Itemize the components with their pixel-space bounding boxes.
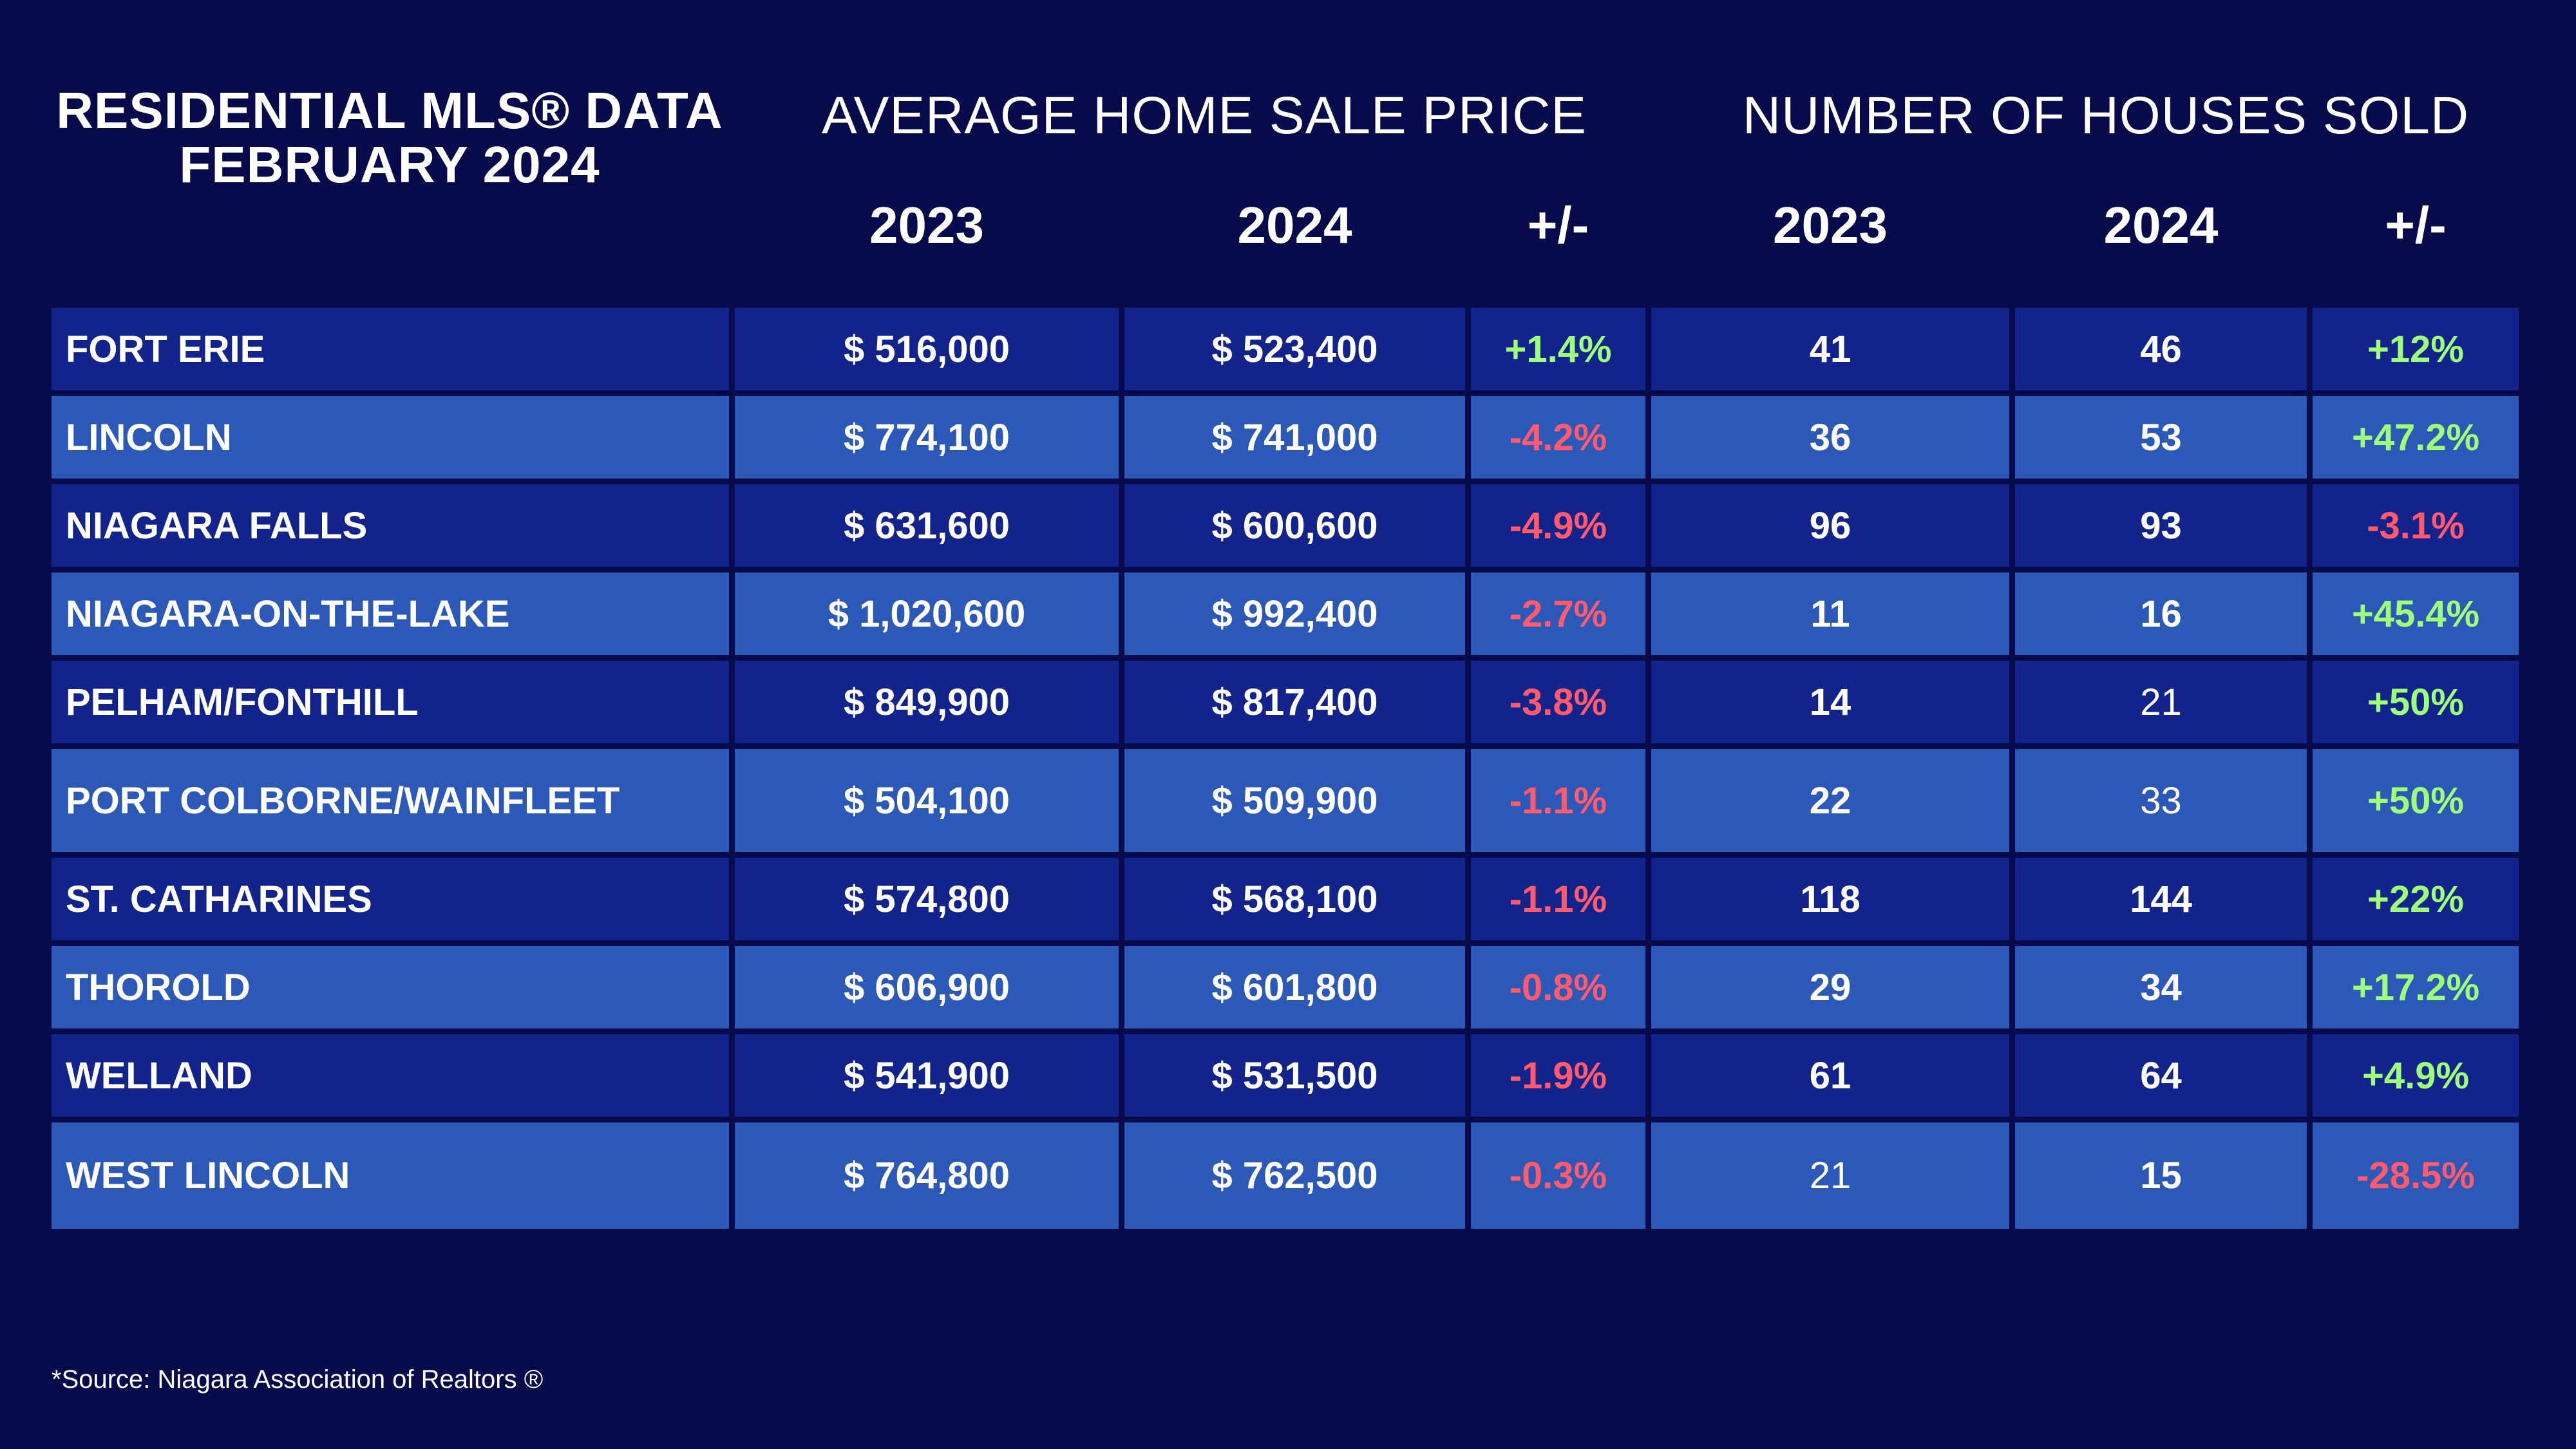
sold-change-value: +50% xyxy=(2313,661,2519,743)
price-change-column-header: +/- xyxy=(1527,196,1589,254)
sold-2024-value: 53 xyxy=(2015,396,2307,478)
area-name: ST. CATHARINES xyxy=(52,858,729,940)
sold-2024-value: 33 xyxy=(2015,749,2307,852)
sold-2024-value: 93 xyxy=(2015,484,2307,567)
sold-2023-value: 36 xyxy=(1651,396,2009,478)
area-name: THOROLD xyxy=(52,946,729,1028)
sold-change-value: +47.2% xyxy=(2313,396,2519,478)
sold-2023-value: 11 xyxy=(1651,573,2009,655)
price-2024-value: $ 741,000 xyxy=(1124,396,1465,478)
sold-change-value: +45.4% xyxy=(2313,573,2519,655)
table-row: PORT COLBORNE/WAINFLEET $ 504,100 $ 509,… xyxy=(52,749,2519,852)
price-change-value: -3.8% xyxy=(1471,661,1645,743)
sold-change-value: +17.2% xyxy=(2313,946,2519,1028)
sold-2023-value: 14 xyxy=(1651,661,2009,743)
area-name: WELLAND xyxy=(52,1034,729,1117)
price-2023-value: $ 774,100 xyxy=(735,396,1119,478)
sold-2023-value: 41 xyxy=(1651,308,2009,390)
sold-2024-column-header: 2024 xyxy=(2103,196,2219,254)
sold-2023-value: 61 xyxy=(1651,1034,2009,1117)
price-2023-value: $ 764,800 xyxy=(735,1122,1119,1229)
price-2024-value: $ 523,400 xyxy=(1124,308,1465,390)
area-name: NIAGARA-ON-THE-LAKE xyxy=(52,573,729,655)
table-row: WELLAND $ 541,900 $ 531,500 -1.9% 61 64 … xyxy=(52,1034,2519,1117)
sold-2023-column-header: 2023 xyxy=(1773,196,1888,254)
table-row: LINCOLN $ 774,100 $ 741,000 -4.2% 36 53 … xyxy=(52,396,2519,478)
price-change-value: -0.3% xyxy=(1471,1122,1645,1229)
page-title: RESIDENTIAL MLS® DATA FEBRUARY 2024 xyxy=(39,84,741,192)
table-row: WEST LINCOLN $ 764,800 $ 762,500 -0.3% 2… xyxy=(52,1122,2519,1229)
source-footnote: *Source: Niagara Association of Realtors… xyxy=(52,1365,544,1394)
price-2023-value: $ 849,900 xyxy=(735,661,1119,743)
price-2023-value: $ 516,000 xyxy=(735,308,1119,390)
table-row: PELHAM/FONTHILL $ 849,900 $ 817,400 -3.8… xyxy=(52,661,2519,743)
area-name: FORT ERIE xyxy=(52,308,729,390)
area-name: PELHAM/FONTHILL xyxy=(52,661,729,743)
sold-2024-value: 144 xyxy=(2015,858,2307,940)
sold-2024-value: 64 xyxy=(2015,1034,2307,1117)
price-2023-value: $ 1,020,600 xyxy=(735,573,1119,655)
price-change-value: -4.9% xyxy=(1471,484,1645,567)
table-row: FORT ERIE $ 516,000 $ 523,400 +1.4% 41 4… xyxy=(52,308,2519,390)
sold-2024-value: 21 xyxy=(2015,661,2307,743)
sold-2023-value: 118 xyxy=(1651,858,2009,940)
mls-data-table: FORT ERIE $ 516,000 $ 523,400 +1.4% 41 4… xyxy=(52,308,2519,1235)
sold-2024-value: 34 xyxy=(2015,946,2307,1028)
area-name: WEST LINCOLN xyxy=(52,1122,729,1229)
price-2023-value: $ 504,100 xyxy=(735,749,1119,852)
price-2023-value: $ 541,900 xyxy=(735,1034,1119,1117)
sold-change-value: +12% xyxy=(2313,308,2519,390)
table-row: NIAGARA-ON-THE-LAKE $ 1,020,600 $ 992,40… xyxy=(52,573,2519,655)
price-2023-column-header: 2023 xyxy=(869,196,984,254)
sold-2023-value: 29 xyxy=(1651,946,2009,1028)
average-price-group-heading: AVERAGE HOME SALE PRICE xyxy=(821,86,1587,145)
price-2024-value: $ 601,800 xyxy=(1124,946,1465,1028)
price-2024-value: $ 817,400 xyxy=(1124,661,1465,743)
table-row: NIAGARA FALLS $ 631,600 $ 600,600 -4.9% … xyxy=(52,484,2519,567)
sold-2023-value: 96 xyxy=(1651,484,2009,567)
sold-2024-value: 16 xyxy=(2015,573,2307,655)
price-change-value: -1.1% xyxy=(1471,858,1645,940)
price-change-value: -4.2% xyxy=(1471,396,1645,478)
sold-change-value: -3.1% xyxy=(2313,484,2519,567)
houses-sold-group-heading: NUMBER OF HOUSES SOLD xyxy=(1742,86,2470,145)
area-name: LINCOLN xyxy=(52,396,729,478)
price-2024-value: $ 762,500 xyxy=(1124,1122,1465,1229)
sold-2023-value: 22 xyxy=(1651,749,2009,852)
price-2024-column-header: 2024 xyxy=(1237,196,1352,254)
title-line-1: RESIDENTIAL MLS® DATA xyxy=(56,82,723,139)
price-change-value: -1.9% xyxy=(1471,1034,1645,1117)
table-row: ST. CATHARINES $ 574,800 $ 568,100 -1.1%… xyxy=(52,858,2519,940)
price-change-value: +1.4% xyxy=(1471,308,1645,390)
title-line-2: FEBRUARY 2024 xyxy=(179,136,600,193)
table-row: THOROLD $ 606,900 $ 601,800 -0.8% 29 34 … xyxy=(52,946,2519,1028)
price-2023-value: $ 606,900 xyxy=(735,946,1119,1028)
price-2023-value: $ 631,600 xyxy=(735,484,1119,567)
sold-change-value: +50% xyxy=(2313,749,2519,852)
area-name: NIAGARA FALLS xyxy=(52,484,729,567)
sold-2023-value: 21 xyxy=(1651,1122,2009,1229)
price-2024-value: $ 568,100 xyxy=(1124,858,1465,940)
sold-2024-value: 15 xyxy=(2015,1122,2307,1229)
price-change-value: -0.8% xyxy=(1471,946,1645,1028)
area-name: PORT COLBORNE/WAINFLEET xyxy=(52,749,729,852)
price-2024-value: $ 992,400 xyxy=(1124,573,1465,655)
sold-change-column-header: +/- xyxy=(2385,196,2447,254)
price-2024-value: $ 600,600 xyxy=(1124,484,1465,567)
price-change-value: -2.7% xyxy=(1471,573,1645,655)
price-change-value: -1.1% xyxy=(1471,749,1645,852)
price-2024-value: $ 509,900 xyxy=(1124,749,1465,852)
price-2023-value: $ 574,800 xyxy=(735,858,1119,940)
sold-change-value: +4.9% xyxy=(2313,1034,2519,1117)
sold-change-value: +22% xyxy=(2313,858,2519,940)
price-2024-value: $ 531,500 xyxy=(1124,1034,1465,1117)
sold-2024-value: 46 xyxy=(2015,308,2307,390)
sold-change-value: -28.5% xyxy=(2313,1122,2519,1229)
